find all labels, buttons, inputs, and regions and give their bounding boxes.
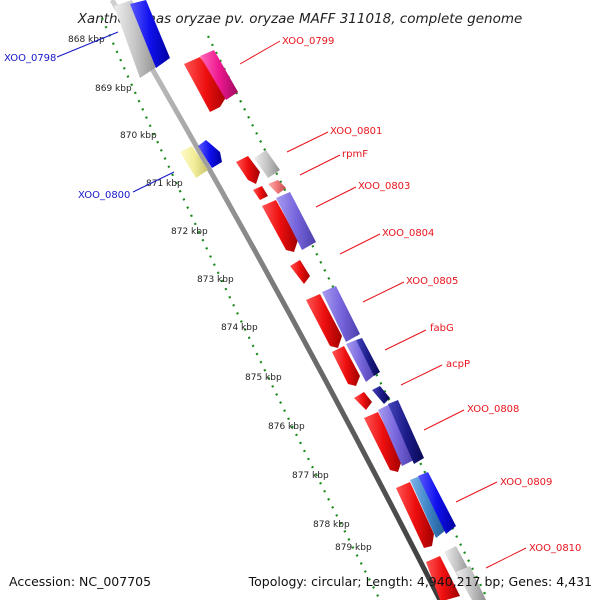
gene-xoo0810 (456, 566, 486, 600)
label-xoo0800[interactable]: XOO_0800 (78, 190, 130, 201)
tick-870: 870 kbp (120, 131, 157, 141)
leader-rpmf (299, 154, 341, 176)
label-xoo0799[interactable]: XOO_0799 (282, 36, 334, 47)
label-xoo0801[interactable]: XOO_0801 (330, 126, 382, 137)
leader-acpp (400, 364, 443, 386)
leader-xoo0803 (315, 186, 357, 208)
tick-874: 874 kbp (221, 323, 258, 333)
gene-xoo0798 (130, 0, 170, 68)
gene-xoo0809 (418, 472, 456, 534)
leader-xoo0799 (239, 40, 281, 65)
label-acpp[interactable]: acpP (446, 359, 470, 370)
gene-xoo0805 (322, 286, 360, 342)
accession-text: Accession: NC_007705 (9, 574, 151, 589)
gene-fabg (356, 338, 380, 376)
gene-red-fabg (332, 346, 360, 386)
tick-871: 871 kbp (146, 179, 183, 189)
gene-xoo0800 (198, 140, 222, 168)
leader-xoo0801 (286, 131, 329, 153)
tick-869: 869 kbp (95, 84, 132, 94)
label-xoo0804[interactable]: XOO_0804 (382, 228, 434, 239)
tick-878: 878 kbp (313, 520, 350, 530)
label-xoo0798[interactable]: XOO_0798 (4, 53, 56, 64)
gene-gray-top (114, 0, 158, 78)
gene-fabg-purple (346, 340, 376, 382)
tick-875: 875 kbp (245, 373, 282, 383)
leader-xoo0804 (339, 233, 381, 255)
gene-red-0805 (306, 294, 342, 348)
tick-876: 876 kbp (268, 422, 305, 432)
label-xoo0808[interactable]: XOO_0808 (467, 404, 519, 415)
leader-xoo0809 (455, 481, 498, 503)
leader-xoo0810 (485, 547, 527, 569)
gene-red-0810 (426, 556, 460, 600)
gene-sky-0809 (410, 476, 446, 538)
label-xoo0810[interactable]: XOO_0810 (529, 543, 581, 554)
leader-xoo0800 (132, 171, 175, 193)
gene-purple-0808 (378, 404, 414, 466)
map-title: Xanthomonas oryzae pv. oryzae MAFF 31101… (77, 11, 523, 27)
gene-xoo0808 (388, 400, 424, 464)
gene-red-0803 (262, 200, 298, 252)
gene-yellow-0800 (180, 146, 208, 178)
gene-acpp (372, 386, 390, 404)
gene-rpmf (268, 180, 286, 194)
gene-gray-0801 (254, 150, 280, 178)
gene-red-0804 (290, 260, 310, 284)
label-fabg[interactable]: fabG (430, 323, 454, 334)
tick-labels: 868 kbp 869 kbp 870 kbp 871 kbp 872 kbp … (68, 35, 372, 553)
leader-xoo0808 (423, 409, 465, 431)
gene-red-0809 (396, 482, 434, 548)
label-xoo0809[interactable]: XOO_0809 (500, 477, 552, 488)
tick-879: 879 kbp (335, 543, 372, 553)
genome-backbone (109, 0, 443, 600)
gene-red-rpmf-a (253, 186, 268, 200)
gene-xoo0799 (200, 50, 238, 100)
label-leaders (56, 31, 527, 569)
label-xoo0805[interactable]: XOO_0805 (406, 276, 458, 287)
leader-xoo0798 (56, 31, 119, 58)
tick-868: 868 kbp (68, 35, 105, 45)
gene-red-acpp (354, 392, 372, 410)
gene-xoo0803 (276, 192, 316, 250)
gene-labels: XOO_0798 XOO_0799 XOO_0800 XOO_0801 rpmF… (4, 36, 581, 554)
tick-877: 877 kbp (292, 471, 329, 481)
gene-red-0799a (184, 57, 228, 112)
leader-fabg (384, 329, 427, 351)
leader-xoo0805 (362, 281, 405, 303)
label-xoo0803[interactable]: XOO_0803 (358, 181, 410, 192)
gene-red-0801a (236, 156, 260, 184)
genome-summary-text: Topology: circular; Length: 4,940,217 bp… (248, 574, 592, 589)
tick-872: 872 kbp (171, 227, 208, 237)
gene-red-0808 (364, 412, 402, 472)
label-rpmf[interactable]: rpmF (342, 149, 368, 160)
gene-features (114, 0, 486, 600)
tick-873: 873 kbp (197, 275, 234, 285)
